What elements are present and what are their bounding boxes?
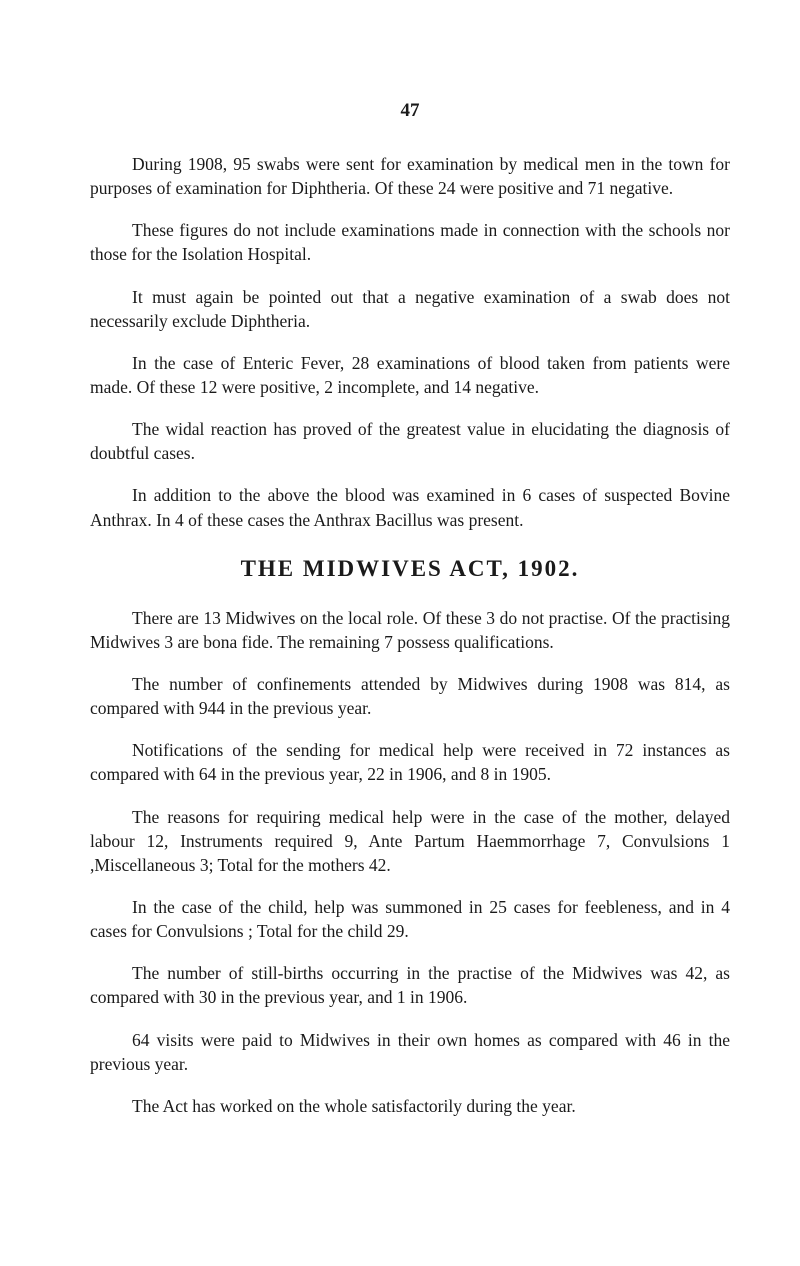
- paragraph-5: The widal reaction has proved of the gre…: [90, 417, 730, 465]
- paragraph-4: In the case of Enteric Fever, 28 examina…: [90, 351, 730, 399]
- page-number: 47: [90, 100, 730, 122]
- paragraph-7: There are 13 Midwives on the local role.…: [90, 606, 730, 654]
- paragraph-14: The Act has worked on the whole satisfac…: [90, 1094, 730, 1118]
- section-heading: THE MIDWIVES ACT, 1902.: [90, 556, 730, 582]
- paragraph-9: Notifications of the sending for medical…: [90, 738, 730, 786]
- paragraph-3: It must again be pointed out that a nega…: [90, 285, 730, 333]
- paragraph-12: The number of still-births occurring in …: [90, 961, 730, 1009]
- paragraph-2: These figures do not include examination…: [90, 218, 730, 266]
- paragraph-8: The number of confinements attended by M…: [90, 672, 730, 720]
- paragraph-13: 64 visits were paid to Midwives in their…: [90, 1028, 730, 1076]
- paragraph-1: During 1908, 95 swabs were sent for exam…: [90, 152, 730, 200]
- paragraph-11: In the case of the child, help was summo…: [90, 895, 730, 943]
- paragraph-10: The reasons for requiring medical help w…: [90, 805, 730, 877]
- paragraph-6: In addition to the above the blood was e…: [90, 483, 730, 531]
